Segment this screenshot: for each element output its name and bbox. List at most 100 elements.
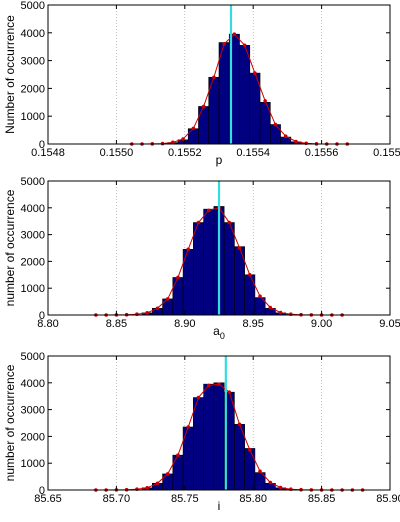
plot-frame <box>47 180 391 316</box>
fit-point <box>294 139 298 144</box>
fit-point <box>165 297 170 301</box>
fit-point <box>268 305 273 310</box>
x-tick-label: 9.05 <box>379 318 400 330</box>
fit-point <box>212 75 216 80</box>
fit-point <box>237 422 242 427</box>
x-tick-label: 0.1552 <box>168 147 202 159</box>
histogram-bar <box>193 222 204 316</box>
y-tick-label: 2000 <box>21 256 45 268</box>
x-tick-label: 0.1548 <box>31 147 65 159</box>
fit-point <box>155 481 160 486</box>
fit-point <box>191 126 196 131</box>
fit-point <box>171 140 175 145</box>
y-axis-label: Number of occurrence <box>3 15 17 134</box>
fit-point <box>206 383 211 388</box>
x-tick-label: 85.70 <box>103 493 131 505</box>
y-tick-label: 4000 <box>21 28 45 40</box>
fit-point <box>165 472 170 476</box>
chart-panel-3: 85.65 85.70 85.75 85.80 85.85 85.90 0 1000 2000 3… <box>3 351 400 513</box>
histogram-bar <box>172 277 184 316</box>
histogram-bar <box>269 124 281 145</box>
histogram-bar <box>162 473 174 491</box>
x-tick-label: 8.80 <box>37 318 58 330</box>
fit-point <box>217 382 221 386</box>
fit-point <box>263 99 267 103</box>
x-tick-label: 0.1556 <box>305 147 339 159</box>
fit-point <box>155 306 160 311</box>
histogram-bar <box>239 45 251 145</box>
x-tick-label: 8.85 <box>106 318 127 330</box>
x-tick-label: 85.75 <box>171 493 199 505</box>
fit-point <box>186 247 191 252</box>
y-tick-label: 5000 <box>21 351 45 363</box>
y-tick-label: 1000 <box>21 111 45 123</box>
fit-point <box>201 104 206 109</box>
histogram-bar <box>172 454 184 491</box>
histogram-bar <box>213 382 225 491</box>
fit-point <box>176 453 180 457</box>
y-tick-label: 4000 <box>21 378 45 390</box>
histogram-bar <box>203 208 215 316</box>
fit-point <box>222 42 226 46</box>
x-axis-label: p <box>216 153 223 167</box>
x-axis-label: i <box>218 499 221 513</box>
y-tick-label: 3000 <box>21 405 45 417</box>
histogram-bar <box>244 448 256 491</box>
fit-point <box>278 485 283 490</box>
histogram-bar <box>203 383 215 491</box>
y-tick-label: 0 <box>39 139 45 151</box>
x-tick-label: 85.80 <box>239 493 267 505</box>
x-tick-label: 8.90 <box>174 318 195 330</box>
fit-point <box>181 137 185 141</box>
y-tick-label: 1000 <box>21 283 45 295</box>
x-tick-label: 0.1550 <box>100 147 134 159</box>
x-tick-label: 85.65 <box>34 493 62 505</box>
fit-point <box>247 273 252 277</box>
x-tick-label: 0.1554 <box>236 147 270 159</box>
fit-point <box>227 390 232 394</box>
x-tick-label: 9.00 <box>311 318 332 330</box>
fit-point <box>145 486 149 490</box>
chart-panel-1: 0.1548 0.1550 0.1552 0.1554 0.1556 0.1558 0 100… <box>3 0 400 167</box>
fit-point <box>304 141 309 146</box>
fit-point <box>196 395 201 400</box>
fit-point <box>206 208 211 213</box>
y-tick-label: 2000 <box>21 431 45 443</box>
y-tick-label: 1000 <box>21 458 45 470</box>
x-tick-label: 85.85 <box>308 493 336 505</box>
fit-point <box>253 71 257 75</box>
fit-point <box>196 220 201 225</box>
x-tick-label: 0.1558 <box>373 147 400 159</box>
y-tick-label: 2000 <box>21 83 45 95</box>
y-tick-label: 3000 <box>21 230 45 242</box>
histogram-bar <box>193 397 204 491</box>
fit-point <box>258 294 262 299</box>
histogram-bar <box>218 42 230 145</box>
y-axis-label: number of occurrence <box>3 189 17 306</box>
y-tick-label: 3000 <box>21 56 45 68</box>
fit-point <box>283 134 288 139</box>
y-tick-label: 4000 <box>21 203 45 215</box>
x-tick-label: 85.90 <box>376 493 400 505</box>
fit-point <box>268 480 273 485</box>
fit-point <box>227 220 232 225</box>
chart-panel-2: 8.80 8.85 8.90 8.95 9.00 9.05 0 1000 2000 3000 400… <box>3 176 400 341</box>
y-tick-label: 5000 <box>21 0 45 12</box>
y-tick-label: 5000 <box>21 176 45 188</box>
y-tick-label: 0 <box>39 310 45 322</box>
y-axis-label: number of occurrence <box>3 364 17 481</box>
fit-point <box>273 122 278 127</box>
histogram-bar <box>162 298 174 316</box>
plot-frame <box>47 4 391 145</box>
histogram-bar <box>223 222 235 316</box>
x-axis-label: a0 <box>213 324 225 341</box>
fit-point <box>258 469 262 474</box>
fit-point <box>242 43 247 48</box>
y-tick-label: 0 <box>39 485 45 497</box>
histogram-bar <box>187 128 199 145</box>
fit-point <box>232 32 237 36</box>
histogram-bar <box>244 274 256 316</box>
fit-point <box>247 448 252 452</box>
